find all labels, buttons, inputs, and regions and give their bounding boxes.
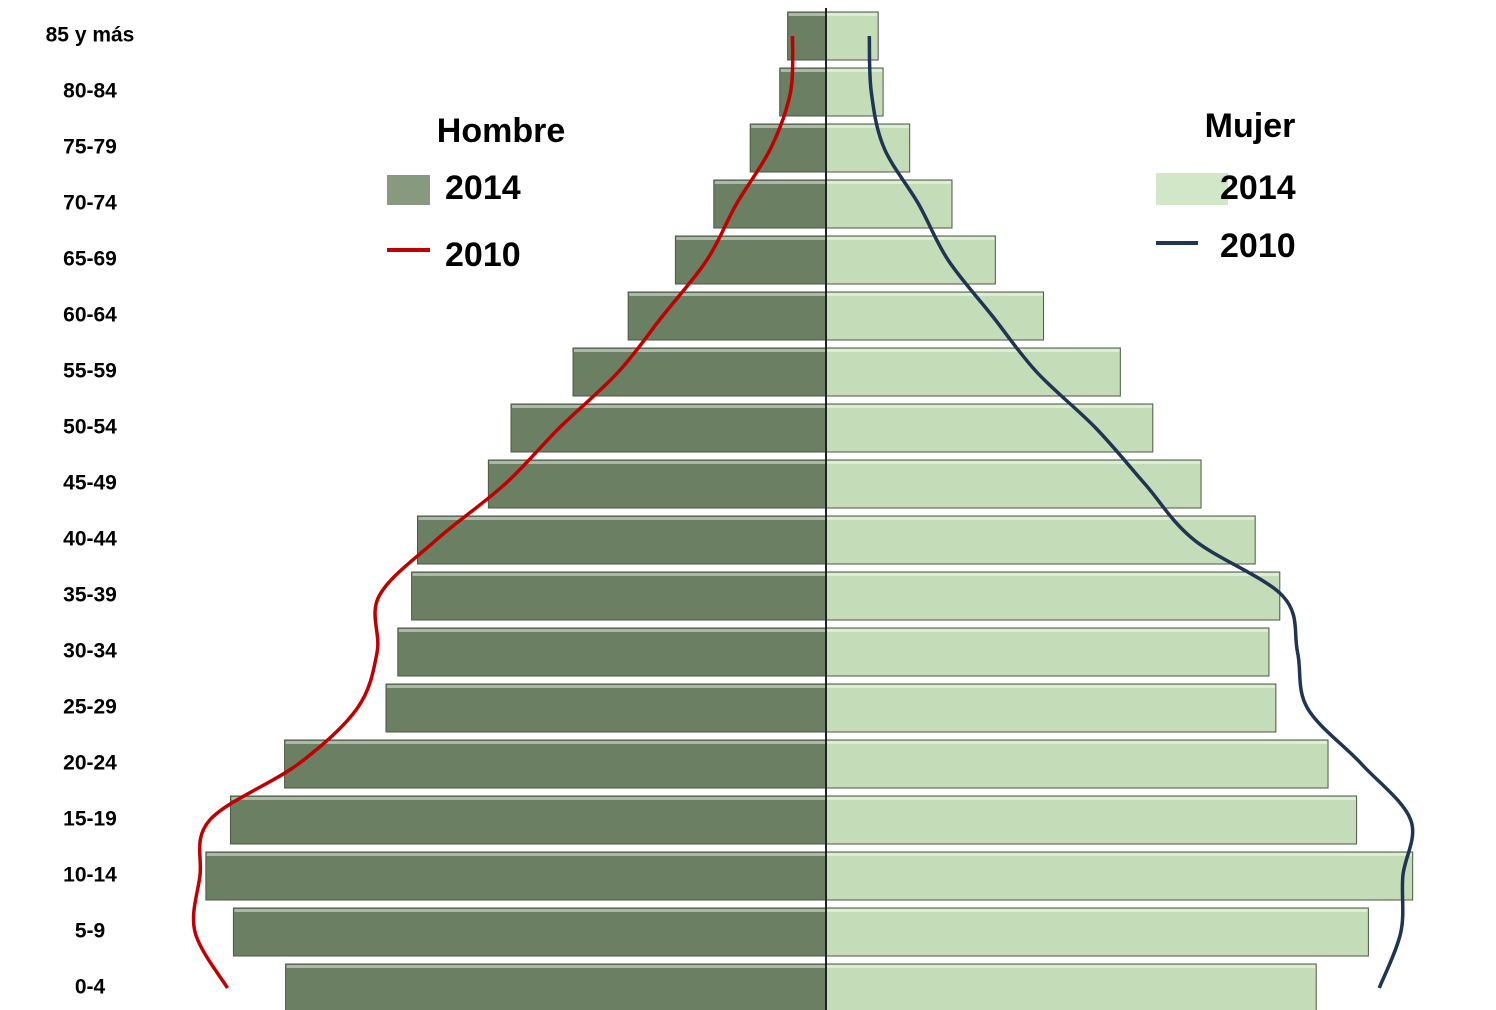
bar [825,627,1270,677]
y-tick-label: 25-29 [63,696,117,719]
bar-highlight [231,797,825,800]
bar [627,291,827,341]
bar [674,235,827,285]
bar [385,683,827,733]
legend-title: Mujer [1205,107,1296,145]
bar-highlight [751,125,825,128]
bar-highlight [676,237,825,240]
bar [825,739,1329,789]
bar-highlight [827,181,951,184]
bar [232,907,827,957]
y-tick-label: 80-84 [63,80,117,103]
bar-highlight [827,629,1268,632]
bar-highlight [827,405,1152,408]
bar-highlight [386,685,825,688]
y-tick-label: 85 y más [46,24,135,47]
y-tick-label: 15-19 [63,808,117,831]
bar-highlight [489,461,825,464]
bar-highlight [827,125,909,128]
bar-highlight [285,741,825,744]
bar [825,795,1358,845]
bar [825,683,1277,733]
bar-highlight [827,69,883,72]
bar [825,851,1414,901]
legend-label: 2014 [445,169,521,207]
bar [416,515,827,565]
bar [411,571,827,621]
bar [487,459,827,509]
bar-highlight [827,685,1275,688]
y-tick-label: 20-24 [63,752,117,775]
bar [825,235,996,285]
bar-highlight [629,293,825,296]
bar-highlight [827,237,995,240]
bar [510,403,827,453]
bar-highlight [234,909,825,912]
legend-title: Hombre [437,112,565,150]
bar-highlight [788,13,825,16]
bar-highlight [827,349,1120,352]
bar-highlight [714,181,825,184]
y-tick-label: 65-69 [63,248,117,271]
bar-highlight [827,797,1356,800]
bar-highlight [827,461,1201,464]
bar [229,795,827,845]
bar [825,403,1154,453]
y-tick-label: 5-9 [75,920,105,943]
legend-label: 2010 [445,236,521,274]
bar [825,907,1369,957]
bar [285,963,827,1010]
y-tick-label: 0-4 [75,976,106,999]
bar [572,347,827,397]
y-tick-label: 10-14 [63,864,117,887]
legend-swatch [387,175,430,205]
bar-highlight [827,517,1255,520]
bar [825,123,911,173]
legend-swatch [1156,173,1228,205]
bar [825,291,1045,341]
bar [825,179,953,229]
bar [825,459,1202,509]
bar [825,347,1121,397]
bar-highlight [574,349,825,352]
line [867,35,1415,989]
bar-highlight [512,405,825,408]
bar-highlight [827,293,1043,296]
bar-highlight [412,573,825,576]
bar-highlight [206,853,825,856]
y-tick-label: 70-74 [63,192,117,215]
bar-highlight [827,573,1279,576]
y-tick-label: 30-34 [63,640,117,663]
y-tick-label: 45-49 [63,472,117,495]
bar [205,851,827,901]
bar-highlight [827,741,1328,744]
legend-label: 2014 [1220,169,1296,207]
bar-highlight [827,853,1412,856]
y-tick-label: 55-59 [63,360,117,383]
bar-highlight [418,517,825,520]
bar [284,739,827,789]
bar-highlight [827,909,1368,912]
bar-highlight [827,13,878,16]
y-tick-label: 35-39 [63,584,117,607]
y-tick-label: 60-64 [63,304,117,327]
bar [825,515,1256,565]
bar [397,627,827,677]
y-tick-label: 75-79 [63,136,117,159]
y-tick-label: 50-54 [63,416,117,439]
bar [825,571,1281,621]
bar-highlight [780,69,825,72]
y-tick-label: 40-44 [63,528,117,551]
bar [713,179,827,229]
bar-highlight [827,965,1316,968]
bar-highlight [398,629,825,632]
line [191,35,795,989]
legend-label: 2010 [1220,227,1296,265]
bar [825,963,1317,1010]
bar-highlight [286,965,825,968]
